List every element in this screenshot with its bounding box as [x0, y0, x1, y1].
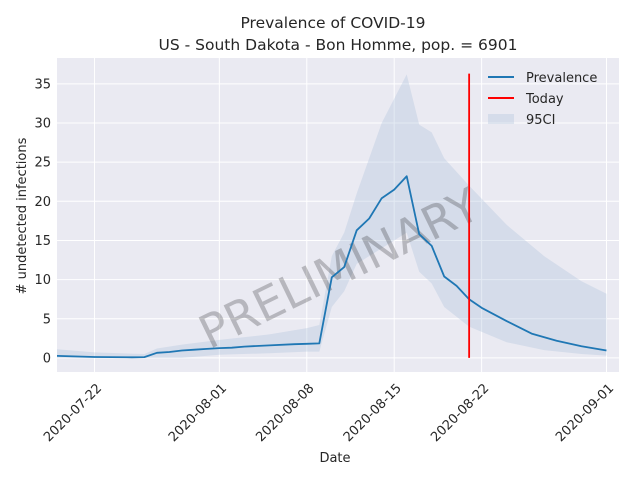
legend-swatch-95ci: [488, 114, 514, 124]
y-tick-label: 15: [34, 234, 51, 249]
legend: Prevalence Today 95CI: [488, 71, 597, 128]
plot-area: [57, 58, 619, 372]
legend-label-today: Today: [525, 92, 564, 107]
y-tick-label: 30: [34, 116, 51, 131]
y-tick-labels: 0 5 10 15 20 25 30 35: [34, 77, 51, 366]
prevalence-line: [56, 175, 607, 359]
y-axis-label: # undetected infections: [15, 137, 30, 294]
chart-title: Prevalence of COVID-19: [240, 14, 425, 32]
lines-layer: [56, 73, 607, 359]
y-tick-label: 5: [43, 312, 51, 327]
y-tick-label: 0: [43, 351, 51, 366]
y-tick-label: 35: [34, 77, 51, 92]
y-tick-label: 25: [34, 156, 51, 171]
grid: [57, 58, 619, 372]
chart-subtitle: US - South Dakota - Bon Homme, pop. = 69…: [159, 36, 518, 54]
x-axis-label: Date: [319, 451, 350, 466]
legend-label-prevalence: Prevalence: [526, 71, 597, 86]
legend-label-95ci: 95CI: [526, 113, 555, 128]
y-tick-label: 10: [34, 273, 51, 288]
y-tick-label: 20: [34, 195, 51, 210]
